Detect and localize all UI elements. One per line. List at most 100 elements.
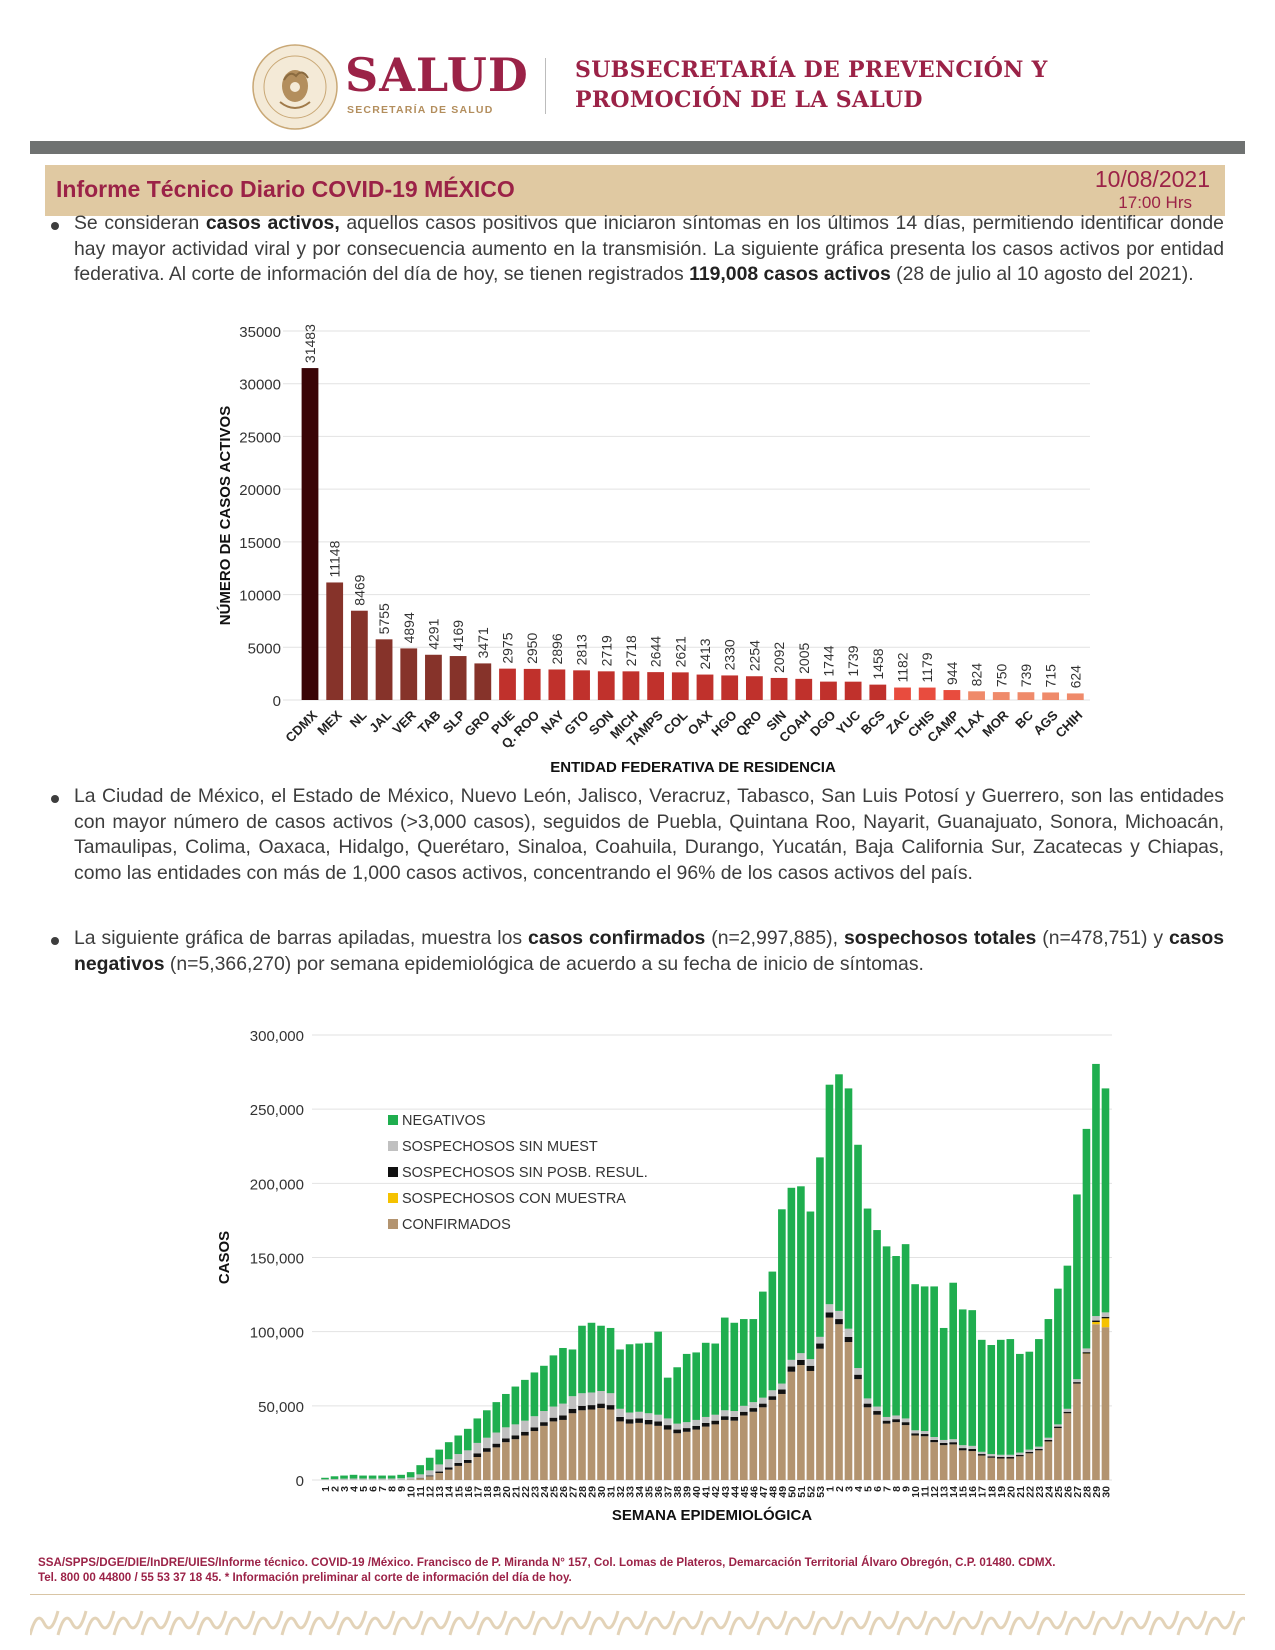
x-tick-label: 4 bbox=[349, 1486, 361, 1492]
legend-swatch bbox=[388, 1167, 398, 1177]
bar bbox=[548, 669, 566, 700]
data-label: 8469 bbox=[351, 574, 367, 605]
stacked-bar-segment bbox=[502, 1442, 510, 1480]
stacked-bar-segment bbox=[987, 1457, 996, 1480]
bar bbox=[474, 663, 492, 700]
stacked-bar-segment bbox=[1006, 1457, 1015, 1459]
stacked-bar-segment bbox=[844, 1328, 853, 1337]
x-tick-label: 9 bbox=[901, 1486, 913, 1492]
stacked-bar-segment bbox=[349, 1474, 358, 1479]
stacked-bar-segment bbox=[682, 1428, 691, 1432]
pattern-curl bbox=[1176, 1610, 1208, 1636]
stacked-bar-segment bbox=[635, 1418, 643, 1423]
stacked-bar-segment bbox=[530, 1427, 539, 1432]
pattern-curl bbox=[252, 1610, 284, 1636]
pattern-curl bbox=[532, 1610, 564, 1636]
stacked-bar-segment bbox=[587, 1409, 596, 1480]
pattern-curl bbox=[1064, 1610, 1096, 1636]
stacked-bar-segment bbox=[711, 1343, 720, 1415]
x-tick-label: 43 bbox=[720, 1486, 732, 1498]
text-run: (n=478,751) y bbox=[1036, 927, 1170, 949]
x-tick-label: 28 bbox=[577, 1486, 589, 1498]
x-tick-label: 47 bbox=[758, 1486, 770, 1498]
pattern-curl bbox=[336, 1610, 368, 1636]
stacked-bar-segment bbox=[882, 1416, 891, 1421]
bar bbox=[918, 687, 936, 700]
stacked-bar-segment bbox=[1016, 1353, 1024, 1453]
stacked-bar-segment bbox=[540, 1422, 548, 1426]
stacked-bar-segment bbox=[1035, 1450, 1043, 1480]
stacked-bar-segment bbox=[340, 1478, 348, 1480]
stacked-bar-segment bbox=[625, 1423, 634, 1480]
stacked-bar-segment bbox=[825, 1304, 834, 1313]
data-label: 750 bbox=[993, 664, 1009, 688]
stacked-bar-segment bbox=[483, 1437, 491, 1449]
stacked-bar-segment bbox=[673, 1433, 681, 1480]
y-tick-label: 35000 bbox=[239, 324, 281, 341]
stacked-bar-segment bbox=[521, 1379, 529, 1421]
pattern-curl bbox=[588, 1610, 620, 1636]
stacked-bar-segment bbox=[359, 1478, 367, 1480]
data-label: 1739 bbox=[845, 645, 861, 676]
header-divider bbox=[545, 58, 546, 114]
report-time: 17:00 Hrs bbox=[1118, 193, 1192, 212]
x-tick-label: 30 bbox=[596, 1486, 608, 1498]
legend-swatch bbox=[388, 1141, 398, 1151]
stacked-bar-segment bbox=[654, 1331, 662, 1415]
stacked-bar-segment bbox=[1025, 1451, 1034, 1454]
stacked-bar-segment bbox=[435, 1464, 444, 1472]
stacked-bar-segment bbox=[711, 1420, 720, 1425]
stacked-bar-segment bbox=[996, 1339, 1005, 1455]
pattern-curl bbox=[30, 1610, 60, 1636]
stacked-bar-segment bbox=[559, 1347, 567, 1404]
legend-label: SOSPECHOSOS CON MUESTRA bbox=[402, 1191, 626, 1207]
stacked-bar-segment bbox=[797, 1365, 805, 1480]
stacked-bar-segment bbox=[492, 1447, 501, 1480]
pattern-curl bbox=[392, 1610, 424, 1636]
bar bbox=[647, 672, 665, 700]
stacked-bar-segment bbox=[568, 1413, 577, 1480]
x-tick-label: 22 bbox=[1024, 1486, 1036, 1498]
data-label: 2254 bbox=[746, 640, 762, 671]
legend-swatch bbox=[388, 1115, 398, 1125]
stacked-bar-segment bbox=[692, 1429, 701, 1480]
report-title: Informe Técnico Diario COVID-19 MÉXICO bbox=[56, 176, 515, 202]
stacked-bar-segment bbox=[578, 1405, 586, 1411]
stacked-bar-segment bbox=[1044, 1437, 1053, 1440]
stacked-bar-segment bbox=[759, 1291, 767, 1398]
stacked-bar-segment bbox=[1082, 1353, 1091, 1480]
stacked-bar-segment bbox=[568, 1408, 577, 1414]
stacked-bar-segment bbox=[1025, 1351, 1034, 1450]
x-tick-label: 21 bbox=[1015, 1486, 1027, 1498]
stacked-bar-segment bbox=[625, 1419, 634, 1424]
pattern-curl bbox=[420, 1610, 452, 1636]
stacked-bar-segment bbox=[930, 1439, 938, 1443]
stacked-bar-segment bbox=[892, 1256, 900, 1416]
stacked-bar-segment bbox=[720, 1419, 729, 1480]
pattern-curl bbox=[756, 1610, 788, 1636]
bar bbox=[745, 676, 763, 700]
pattern-curl bbox=[196, 1610, 228, 1636]
stacked-bar-segment bbox=[1073, 1379, 1081, 1383]
active-cases-bar-chart: 0 5000 10000 15000 20000 25000 30000 35000 31483… bbox=[216, 324, 1090, 776]
pattern-curl bbox=[112, 1610, 144, 1636]
stacked-bar-segment bbox=[958, 1445, 967, 1449]
stacked-bar-segment bbox=[958, 1450, 967, 1480]
bar bbox=[992, 692, 1010, 700]
stacked-bar-segment bbox=[863, 1398, 872, 1404]
bar bbox=[795, 678, 813, 700]
stacked-bar-segment bbox=[1092, 1322, 1100, 1325]
stacked-bar-segment bbox=[1073, 1194, 1081, 1380]
x-tick-label: 23 bbox=[529, 1486, 541, 1498]
x-tick-label: 10 bbox=[910, 1486, 922, 1498]
stacked-bar-segment bbox=[654, 1421, 662, 1426]
x-tick-label: 8 bbox=[891, 1486, 903, 1492]
stacked-bar-segment bbox=[530, 1416, 539, 1428]
stacked-bar-segment bbox=[1044, 1319, 1053, 1438]
stacked-bar-segment bbox=[578, 1393, 586, 1406]
bar bbox=[894, 687, 911, 700]
data-label: 2719 bbox=[598, 635, 614, 666]
data-label: 1744 bbox=[820, 645, 836, 676]
stacked-bar-segment bbox=[606, 1327, 615, 1394]
stacked-bar-segment bbox=[1006, 1339, 1015, 1455]
